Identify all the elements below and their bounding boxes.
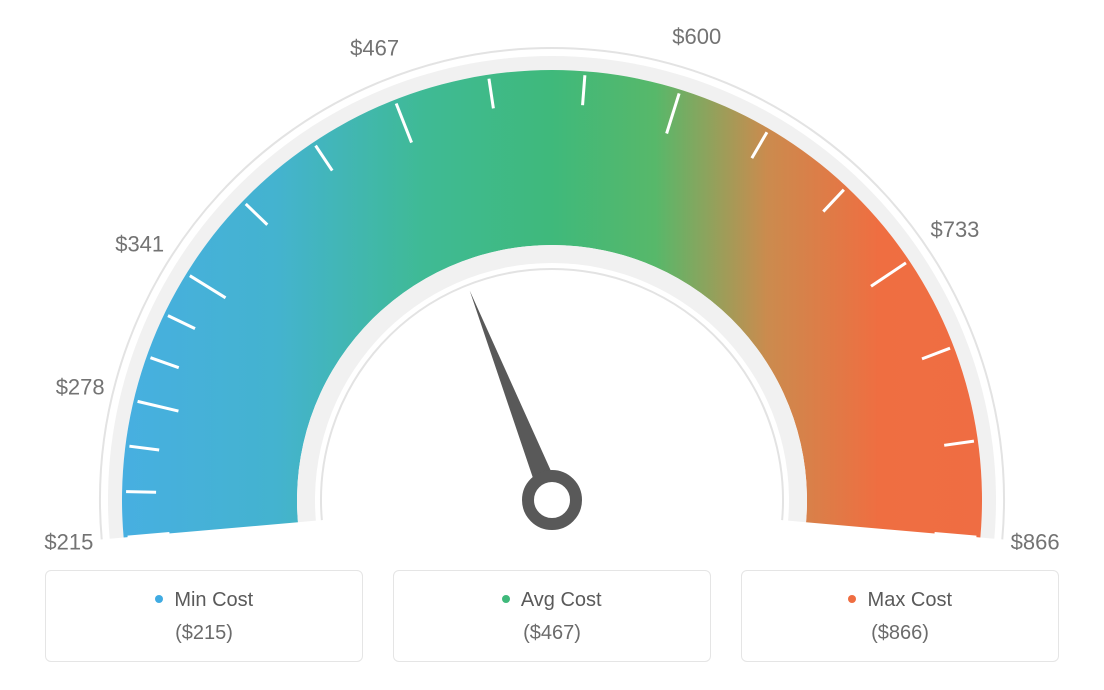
legend-min-box: Min Cost ($215) (45, 570, 363, 662)
legend-max-value: ($866) (752, 622, 1048, 645)
svg-text:$600: $600 (672, 24, 721, 49)
dot-icon (502, 595, 510, 603)
svg-text:$278: $278 (56, 375, 105, 400)
dot-icon (155, 595, 163, 603)
svg-text:$467: $467 (350, 36, 399, 61)
svg-text:$215: $215 (44, 529, 93, 550)
svg-text:$733: $733 (930, 217, 979, 242)
legend-min-label: Min Cost (174, 589, 253, 611)
cost-gauge: $215 $278 $341 $467 $600 $733 $866 (0, 0, 1104, 550)
legend-max-label: Max Cost (868, 589, 952, 611)
legend-avg-label: Avg Cost (521, 589, 602, 611)
dot-icon (848, 595, 856, 603)
svg-text:$341: $341 (115, 232, 164, 257)
legend-min-title: Min Cost (56, 589, 352, 612)
gauge-svg: $215 $278 $341 $467 $600 $733 $866 (0, 0, 1104, 550)
legend-min-value: ($215) (56, 622, 352, 645)
legend-max-box: Max Cost ($866) (741, 570, 1059, 662)
legend: Min Cost ($215) Avg Cost ($467) Max Cost… (0, 570, 1104, 662)
legend-avg-title: Avg Cost (404, 589, 700, 612)
legend-max-title: Max Cost (752, 589, 1048, 612)
legend-avg-box: Avg Cost ($467) (393, 570, 711, 662)
legend-avg-value: ($467) (404, 622, 700, 645)
svg-text:$866: $866 (1011, 529, 1060, 550)
